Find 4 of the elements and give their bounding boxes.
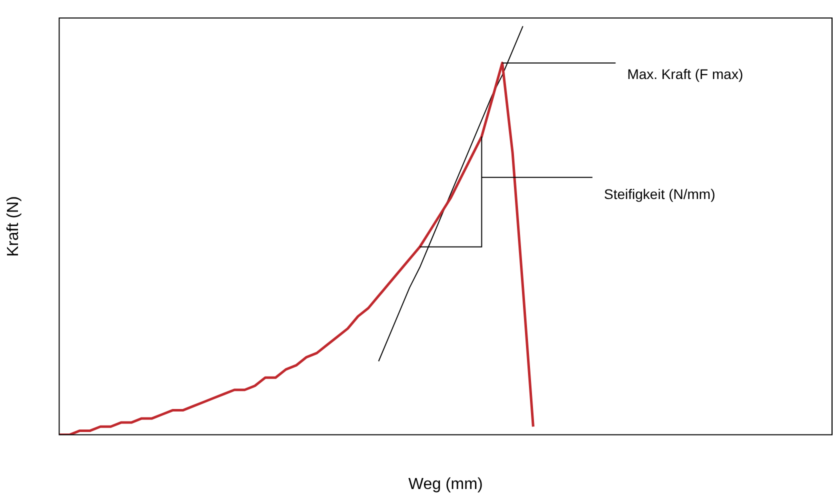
annotation: Steifigkeit (N/mm) bbox=[604, 186, 716, 202]
x-axis-title: Weg (mm) bbox=[408, 476, 483, 493]
annotation: Max. Kraft (F max) bbox=[627, 66, 744, 82]
y-axis-title: Kraft (N) bbox=[5, 196, 22, 257]
